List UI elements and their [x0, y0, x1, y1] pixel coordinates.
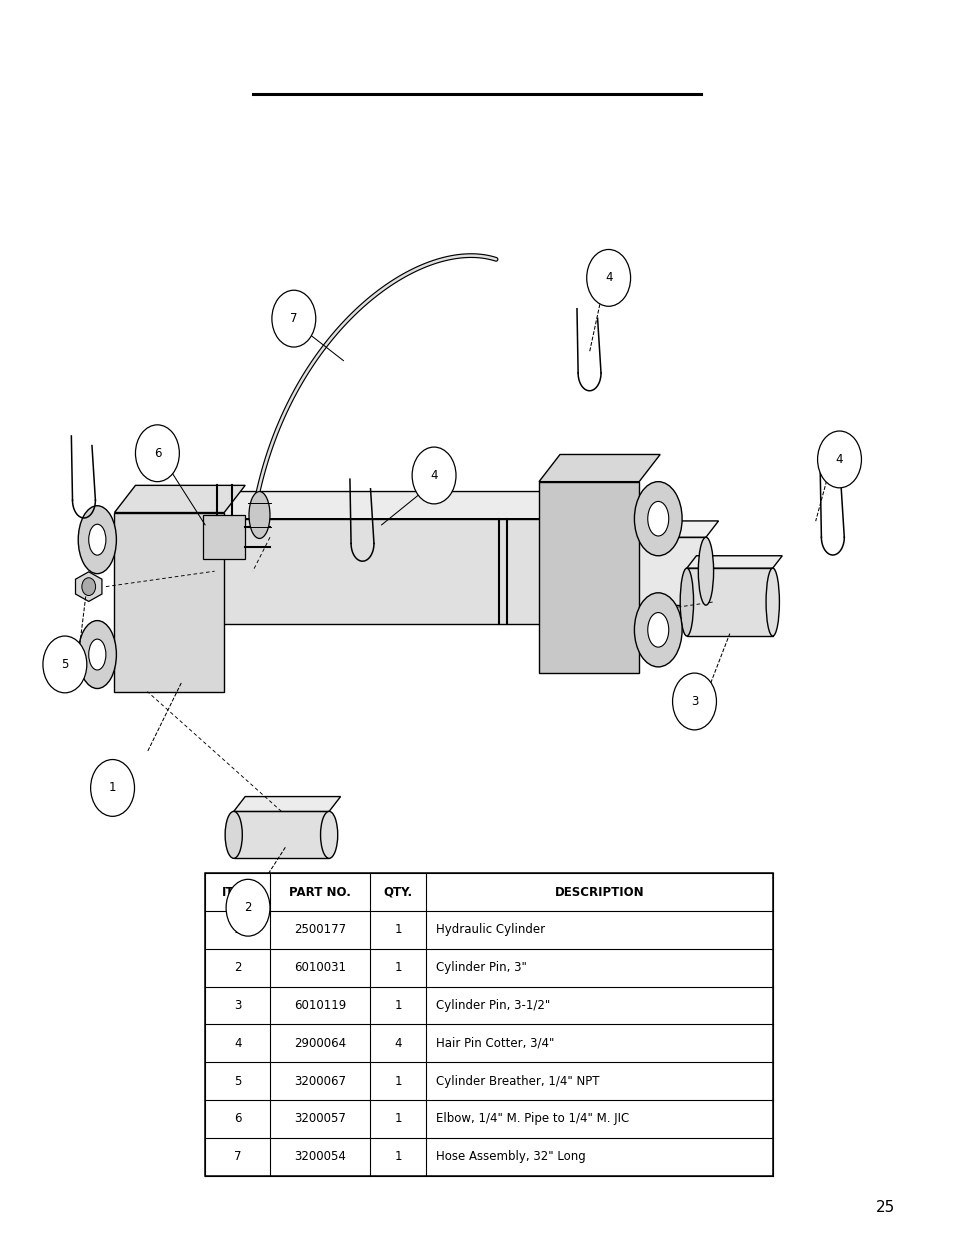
Circle shape — [412, 447, 456, 504]
Circle shape — [586, 249, 630, 306]
Text: 4: 4 — [604, 272, 612, 284]
Text: 2: 2 — [233, 961, 241, 974]
Text: 1: 1 — [394, 1150, 401, 1163]
Text: ITEM: ITEM — [221, 885, 253, 899]
Ellipse shape — [634, 593, 681, 667]
Circle shape — [672, 673, 716, 730]
Text: Cylinder Pin, 3-1/2": Cylinder Pin, 3-1/2" — [436, 999, 550, 1011]
Text: 4: 4 — [233, 1037, 241, 1050]
Polygon shape — [686, 556, 781, 568]
Text: 1: 1 — [394, 999, 401, 1011]
Text: 3200067: 3200067 — [294, 1074, 346, 1088]
Text: Hose Assembly, 32" Long: Hose Assembly, 32" Long — [436, 1150, 585, 1163]
Ellipse shape — [320, 811, 337, 858]
Text: 1: 1 — [109, 782, 116, 794]
Text: 3200054: 3200054 — [294, 1150, 346, 1163]
Polygon shape — [75, 572, 102, 601]
Text: Cylinder Pin, 3": Cylinder Pin, 3" — [436, 961, 526, 974]
Text: 2: 2 — [244, 902, 252, 914]
Circle shape — [272, 290, 315, 347]
Text: 25: 25 — [875, 1200, 894, 1215]
Text: 1: 1 — [394, 1074, 401, 1088]
Text: 6: 6 — [233, 1113, 241, 1125]
Text: 5: 5 — [61, 658, 69, 671]
Polygon shape — [203, 515, 245, 559]
Text: 5: 5 — [233, 1074, 241, 1088]
Text: Hair Pin Cotter, 3/4": Hair Pin Cotter, 3/4" — [436, 1037, 554, 1050]
Polygon shape — [205, 492, 602, 519]
Text: QTY.: QTY. — [383, 885, 413, 899]
Ellipse shape — [647, 613, 668, 647]
Circle shape — [135, 425, 179, 482]
Ellipse shape — [571, 519, 592, 624]
Text: 1: 1 — [394, 961, 401, 974]
Ellipse shape — [225, 811, 242, 858]
Ellipse shape — [89, 640, 106, 669]
Circle shape — [91, 760, 134, 816]
Text: PART NO.: PART NO. — [289, 885, 351, 899]
Text: 4: 4 — [430, 469, 437, 482]
Text: 6010031: 6010031 — [294, 961, 346, 974]
Ellipse shape — [78, 620, 116, 688]
Polygon shape — [205, 519, 581, 624]
Text: 4: 4 — [835, 453, 842, 466]
FancyBboxPatch shape — [205, 873, 772, 1176]
Ellipse shape — [647, 501, 668, 536]
Polygon shape — [686, 568, 772, 636]
Text: Elbow, 1/4" M. Pipe to 1/4" M. JIC: Elbow, 1/4" M. Pipe to 1/4" M. JIC — [436, 1113, 629, 1125]
Ellipse shape — [78, 506, 116, 573]
Text: 7: 7 — [233, 1150, 241, 1163]
Text: 3: 3 — [690, 695, 698, 708]
Circle shape — [226, 879, 270, 936]
Text: 2500177: 2500177 — [294, 924, 346, 936]
Polygon shape — [548, 537, 705, 605]
Ellipse shape — [89, 525, 106, 556]
Polygon shape — [114, 513, 224, 692]
Text: 6: 6 — [153, 447, 161, 459]
Polygon shape — [538, 454, 659, 482]
Circle shape — [82, 578, 95, 595]
Ellipse shape — [249, 492, 270, 538]
Text: 6010119: 6010119 — [294, 999, 346, 1011]
Text: 7: 7 — [290, 312, 297, 325]
Polygon shape — [233, 797, 340, 811]
Polygon shape — [233, 811, 329, 858]
Text: 3200057: 3200057 — [294, 1113, 346, 1125]
Text: Cylinder Breather, 1/4" NPT: Cylinder Breather, 1/4" NPT — [436, 1074, 598, 1088]
Text: Hydraulic Cylinder: Hydraulic Cylinder — [436, 924, 544, 936]
Circle shape — [817, 431, 861, 488]
Circle shape — [43, 636, 87, 693]
Text: 4: 4 — [394, 1037, 401, 1050]
Polygon shape — [114, 485, 245, 513]
Text: 1: 1 — [394, 1113, 401, 1125]
Text: 2900064: 2900064 — [294, 1037, 346, 1050]
Ellipse shape — [634, 482, 681, 556]
Ellipse shape — [765, 568, 779, 636]
Ellipse shape — [698, 537, 713, 605]
Ellipse shape — [192, 519, 218, 624]
Polygon shape — [548, 521, 718, 537]
Text: 1: 1 — [233, 924, 241, 936]
Polygon shape — [538, 482, 639, 673]
Text: DESCRIPTION: DESCRIPTION — [555, 885, 643, 899]
Ellipse shape — [679, 568, 693, 636]
Text: 3: 3 — [233, 999, 241, 1011]
Text: 1: 1 — [394, 924, 401, 936]
